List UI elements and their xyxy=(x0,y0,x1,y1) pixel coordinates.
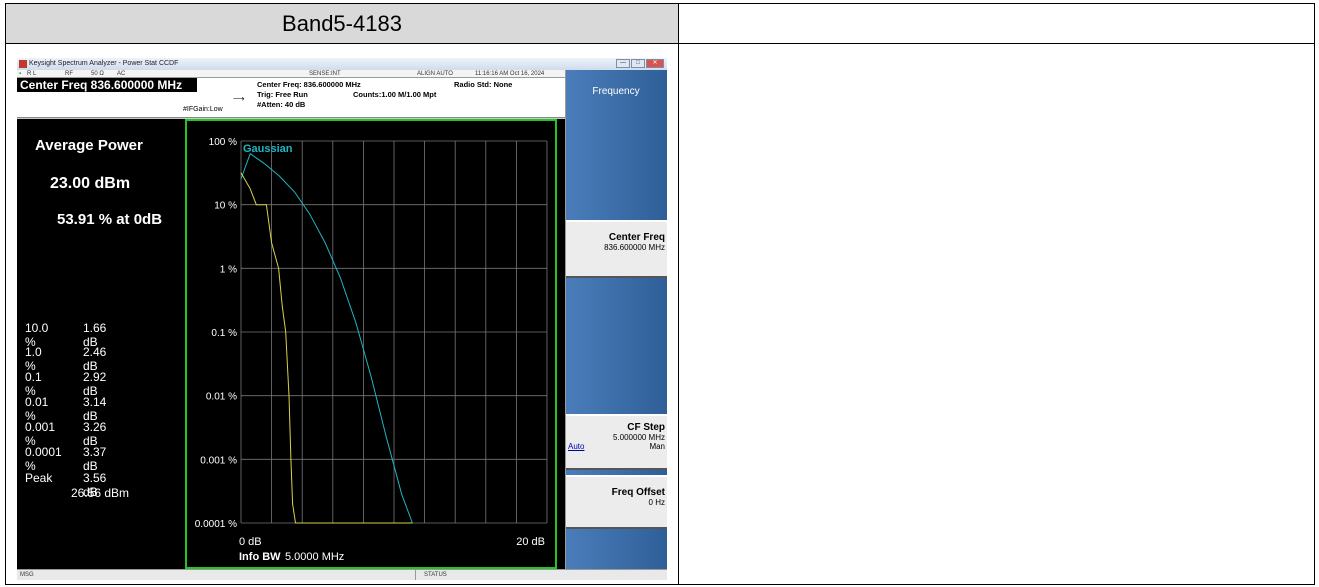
datetime-label: 11:16:16 AM Oct 16, 2024 xyxy=(475,71,545,77)
softkey-panel: Frequency Center Freq 836.600000 MHz CF … xyxy=(565,70,667,569)
msg-label: MSG xyxy=(20,572,34,578)
ccdf-graph: 100 % 10 % 1 % 0.1 % 0.01 % 0.001 % 0.0001 % G… xyxy=(195,137,548,563)
y-tick-label: 0.0001 % xyxy=(195,519,237,530)
coupling-label: AC xyxy=(117,71,126,77)
trig-info: Trig: Free Run xyxy=(257,90,308,99)
results-panel: Average Power 23.00 dBm 53.91 % at 0dB 1… xyxy=(17,119,185,569)
close-button[interactable]: ✕ xyxy=(646,59,664,68)
peak-dbm: 26.56 dBm xyxy=(71,486,130,500)
cf-step-softkey-value: 5.000000 MHz xyxy=(612,433,665,442)
freq-offset-softkey-label: Freq Offset xyxy=(611,487,665,498)
analyzer-screenshot: Keysight Spectrum Analyzer - Power Stat … xyxy=(17,58,667,580)
impedance-label: 50 Ω xyxy=(91,71,104,77)
align-label: ALIGN AUTO xyxy=(417,71,453,77)
rl-label: R L xyxy=(27,71,37,77)
radio-std-info: Radio Std: None xyxy=(454,80,513,89)
freq-offset-softkey[interactable]: Freq Offset 0 Hz xyxy=(566,475,667,529)
center-freq-display[interactable]: Center Freq 836.600000 MHz xyxy=(17,78,197,92)
table-header-band: Band5-4183 xyxy=(6,4,679,44)
status-box: STATUS xyxy=(415,570,665,580)
center-freq-softkey-label: Center Freq xyxy=(608,232,665,243)
cf-step-man[interactable]: Man xyxy=(649,442,665,451)
menu-title: Frequency xyxy=(592,86,640,97)
y-tick-label: 1 % xyxy=(220,264,237,275)
window-titlebar: Keysight Spectrum Analyzer - Power Stat … xyxy=(17,58,667,70)
window-controls: — □ ✕ xyxy=(616,59,664,68)
lxi-icon: ▪ xyxy=(19,71,22,77)
x-axis-right-label: 20 dB xyxy=(516,536,545,548)
average-power-title: Average Power xyxy=(35,137,143,154)
y-tick-label: 0.01 % xyxy=(206,392,237,403)
counts-info: Counts:1.00 M/1.00 Mpt xyxy=(353,90,437,99)
minimize-button[interactable]: — xyxy=(616,59,630,68)
sense-label: SENSE:INT xyxy=(309,71,341,77)
y-tick-label: 10 % xyxy=(214,201,237,212)
center-freq-info: Center Freq: 836.600000 MHz xyxy=(257,80,361,89)
info-bw-value: 5.0000 MHz xyxy=(285,551,344,563)
cf-step-mode: Auto Man xyxy=(566,442,665,451)
graph-focus-border xyxy=(185,119,557,569)
info-bw-label: Info BW xyxy=(239,551,281,563)
ifgain-label: #IFGain:Low xyxy=(183,106,223,113)
maximize-button[interactable]: □ xyxy=(631,59,645,68)
y-tick-label: 0.001 % xyxy=(200,455,237,466)
app-icon xyxy=(19,60,27,68)
cf-step-softkey-label: CF Step xyxy=(627,422,665,433)
table-header-empty xyxy=(679,4,1315,44)
trigger-arrow-icon: ⟶ xyxy=(233,94,245,103)
y-tick-label: 100 % xyxy=(209,137,237,148)
report-table: Band5-4183 Keysight Spectrum Analyzer - … xyxy=(5,3,1315,585)
center-freq-softkey[interactable]: Center Freq 836.600000 MHz xyxy=(566,220,667,278)
x-axis-left-label: 0 dB xyxy=(239,536,262,548)
cf-step-auto[interactable]: Auto xyxy=(568,442,585,451)
y-tick-label: 0.1 % xyxy=(211,328,237,339)
percent-at-0db: 53.91 % at 0dB xyxy=(57,211,163,228)
window-title: Keysight Spectrum Analyzer - Power Stat … xyxy=(29,60,179,67)
status-label: STATUS xyxy=(424,572,447,578)
rf-label: RF xyxy=(65,71,73,77)
freq-offset-softkey-value: 0 Hz xyxy=(648,498,665,507)
screenshot-cell: Keysight Spectrum Analyzer - Power Stat … xyxy=(6,44,679,585)
gaussian-legend: Gaussian xyxy=(243,143,293,155)
gaussian-trace xyxy=(240,152,413,524)
message-bar: MSG STATUS xyxy=(17,569,667,580)
average-power-dbm: 23.00 dBm xyxy=(50,175,131,192)
measured-trace xyxy=(240,172,413,524)
atten-info: #Atten: 40 dB xyxy=(257,100,306,109)
ccdf-graph-panel: 100 % 10 % 1 % 0.1 % 0.01 % 0.001 % 0.0001 % G… xyxy=(185,119,565,569)
center-freq-softkey-value: 836.600000 MHz xyxy=(604,243,665,252)
cf-step-softkey[interactable]: CF Step 5.000000 MHz Auto Man xyxy=(566,414,667,470)
instrument-status-row: ▪ R L RF 50 Ω AC SENSE:INT ALIGN AUTO 11… xyxy=(17,70,565,78)
measurement-info-bar: Center Freq 836.600000 MHz ⟶ #IFGain:Low… xyxy=(17,78,565,118)
